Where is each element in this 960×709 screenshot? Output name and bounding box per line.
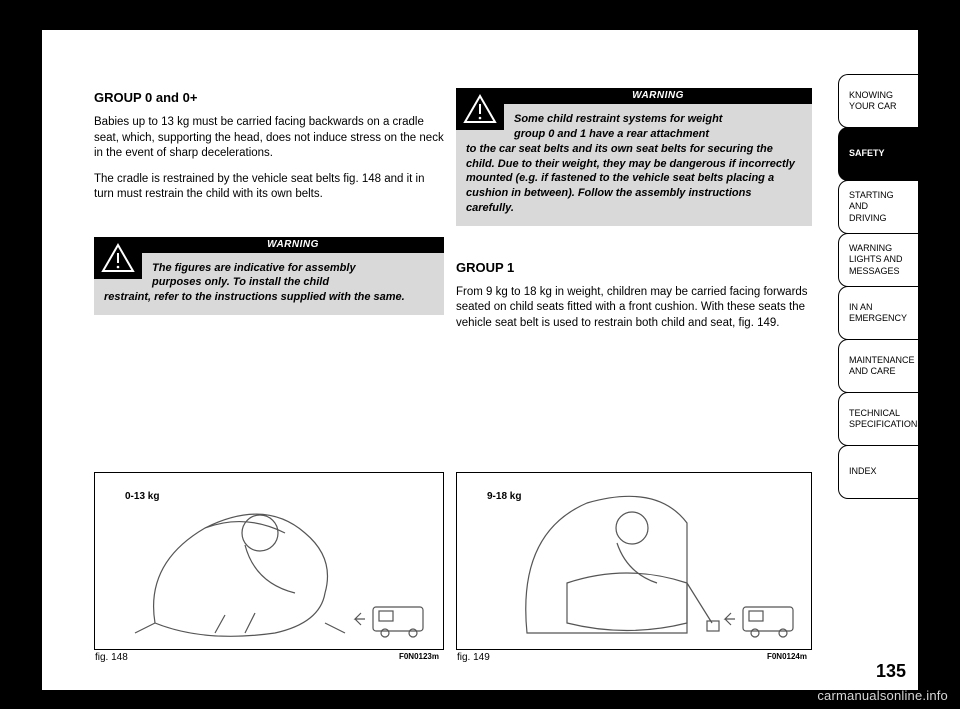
- warning-box-2: WARNING Some child restraint systems for…: [456, 88, 812, 226]
- tab-label: STARTINGANDDRIVING: [849, 190, 894, 224]
- fig148-weight-label: 0-13 kg: [125, 491, 159, 502]
- tab-label: SAFETY: [849, 148, 885, 159]
- warning1-rest: restraint, refer to the instructions sup…: [104, 291, 405, 303]
- tab-maintenance[interactable]: MAINTENANCEAND CARE: [838, 339, 918, 393]
- tab-label: MAINTENANCEAND CARE: [849, 355, 915, 378]
- fig149-code: F0N0124m: [767, 652, 807, 661]
- section-tabs: KNOWINGYOUR CAR SAFETY STARTINGANDDRIVIN…: [838, 74, 918, 498]
- manual-page: GROUP 0 and 0+ Babies up to 13 kg must b…: [42, 30, 918, 690]
- tab-label: TECHNICALSPECIFICATIONS: [849, 408, 923, 431]
- right-column: WARNING Some child restraint systems for…: [456, 88, 812, 341]
- fig148-code: F0N0123m: [399, 652, 439, 661]
- fig-148-box: 0-13 kg fig. 148 F0N0123m: [94, 472, 444, 650]
- warning-label: WARNING: [504, 88, 812, 104]
- warning2-text: Some child restraint systems for weight …: [466, 94, 802, 216]
- tab-label: IN ANEMERGENCY: [849, 302, 907, 325]
- warning2-line2: group 0 and 1 have a rear attachment: [466, 127, 802, 142]
- warning1-line1: The figures are indicative for assembly: [104, 261, 434, 276]
- group0-para1: Babies up to 13 kg must be carried facin…: [94, 115, 444, 162]
- warning-triangle-icon: [456, 88, 504, 130]
- group1-para1: From 9 kg to 18 kg in weight, children m…: [456, 285, 812, 332]
- warning-box-1: WARNING The figures are indicative for a…: [94, 237, 444, 316]
- warning-label: WARNING: [142, 237, 444, 253]
- tab-warning-lights[interactable]: WARNINGLIGHTS ANDMESSAGES: [838, 233, 918, 287]
- tab-safety[interactable]: SAFETY: [838, 127, 918, 181]
- page-number: 135: [876, 661, 906, 682]
- left-column: GROUP 0 and 0+ Babies up to 13 kg must b…: [94, 90, 444, 315]
- warning1-line2: purposes only. To install the child: [104, 275, 434, 290]
- fig149-caption: fig. 149: [457, 652, 490, 663]
- warning-triangle-icon: [94, 237, 142, 279]
- tab-emergency[interactable]: IN ANEMERGENCY: [838, 286, 918, 340]
- fig149-weight-label: 9-18 kg: [487, 491, 521, 502]
- fig-149-box: 9-18 kg fig. 149 F0N0124m: [456, 472, 812, 650]
- fig148-caption: fig. 148: [95, 652, 128, 663]
- tab-starting-and-driving[interactable]: STARTINGANDDRIVING: [838, 180, 918, 234]
- warning2-rest: to the car seat belts and its own seat b…: [466, 143, 795, 214]
- tab-label: KNOWINGYOUR CAR: [849, 90, 897, 113]
- group0-heading: GROUP 0 and 0+: [94, 90, 444, 105]
- tab-label: WARNINGLIGHTS ANDMESSAGES: [849, 243, 903, 277]
- tab-technical-specs[interactable]: TECHNICALSPECIFICATIONS: [838, 392, 918, 446]
- warning2-line1: Some child restraint systems for weight: [466, 112, 802, 127]
- group1-heading: GROUP 1: [456, 260, 812, 275]
- tab-label: INDEX: [849, 466, 877, 477]
- group0-para2: The cradle is restrained by the vehicle …: [94, 172, 444, 203]
- tab-index[interactable]: INDEX: [838, 445, 918, 499]
- tab-knowing-your-car[interactable]: KNOWINGYOUR CAR: [838, 74, 918, 128]
- watermark: carmanualsonline.info: [817, 688, 948, 703]
